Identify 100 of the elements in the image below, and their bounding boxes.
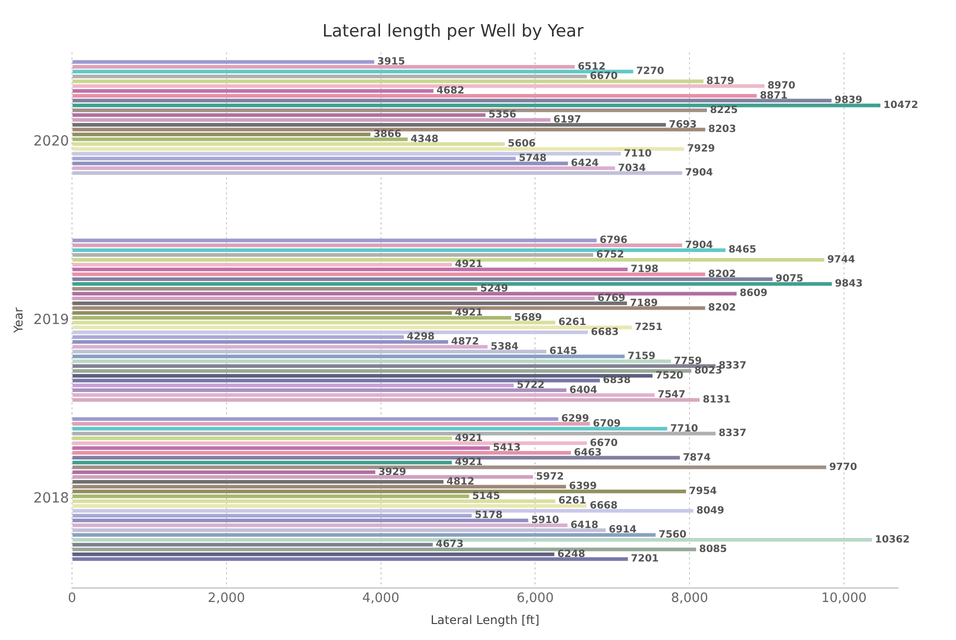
bar xyxy=(72,432,716,436)
data-label: 8179 xyxy=(706,76,734,87)
bar xyxy=(72,306,706,310)
data-label: 10472 xyxy=(883,100,918,112)
bar xyxy=(72,504,587,508)
bar xyxy=(72,514,472,518)
data-label: 6418 xyxy=(570,520,598,531)
bar xyxy=(72,557,628,561)
bar xyxy=(72,282,832,286)
data-label: 7547 xyxy=(658,390,686,401)
data-label: 7560 xyxy=(658,530,686,541)
bar xyxy=(72,480,444,484)
data-label: 4348 xyxy=(410,134,439,145)
bar xyxy=(72,494,470,498)
bar xyxy=(72,292,737,296)
bar xyxy=(72,354,625,358)
data-label: 8202 xyxy=(708,268,736,280)
bar xyxy=(72,533,656,537)
bar xyxy=(72,466,826,470)
bar xyxy=(72,104,880,108)
y-tick-label: 2018 xyxy=(33,490,70,506)
data-label: 7110 xyxy=(624,148,652,160)
bar xyxy=(72,518,528,522)
data-label: 6399 xyxy=(568,481,597,492)
data-label: 7520 xyxy=(656,370,684,382)
data-label: 4921 xyxy=(454,308,483,319)
data-label: 3929 xyxy=(378,466,406,478)
data-label: 5178 xyxy=(474,510,503,522)
x-tick-label: 0 xyxy=(68,591,76,606)
y-tick-label: 2020 xyxy=(33,133,70,150)
bar xyxy=(72,456,680,460)
bar xyxy=(72,398,700,402)
y-axis-title: Year xyxy=(11,307,26,334)
data-label: 7034 xyxy=(618,162,646,174)
data-label: 6261 xyxy=(558,317,586,328)
data-label: 7904 xyxy=(685,168,714,179)
bar xyxy=(72,340,448,344)
data-label: 7904 xyxy=(685,240,714,251)
bar xyxy=(72,98,832,102)
bar xyxy=(72,359,671,364)
data-label: 3866 xyxy=(373,129,402,140)
bar xyxy=(72,436,452,440)
bar xyxy=(72,490,686,494)
data-label: 4921 xyxy=(454,259,483,270)
data-label: 5356 xyxy=(488,110,516,121)
bar xyxy=(72,335,404,339)
data-label: 6145 xyxy=(549,346,578,358)
bar xyxy=(72,470,376,474)
bar xyxy=(72,542,433,546)
data-label: 6248 xyxy=(557,548,586,560)
bar xyxy=(72,528,606,532)
bar xyxy=(72,369,692,373)
data-label: 8871 xyxy=(760,90,788,102)
x-tick-label: 4,000 xyxy=(362,591,400,606)
data-label: 6796 xyxy=(600,235,628,246)
data-label: 4921 xyxy=(454,457,483,468)
x-tick-label: 6,000 xyxy=(516,591,554,606)
data-label: 7693 xyxy=(668,119,697,130)
bar xyxy=(72,316,512,320)
bar xyxy=(72,460,452,464)
data-label: 6424 xyxy=(570,158,599,169)
data-label: 6512 xyxy=(578,61,606,72)
bar xyxy=(72,422,590,426)
bar xyxy=(72,326,632,330)
data-label: 5748 xyxy=(518,153,547,164)
data-label: 9839 xyxy=(834,95,862,106)
data-label: 4298 xyxy=(406,332,435,343)
bar xyxy=(72,132,370,136)
data-label: 7159 xyxy=(628,351,656,362)
bar xyxy=(72,137,408,142)
data-label: 9075 xyxy=(776,274,804,285)
bar xyxy=(72,248,726,252)
bar xyxy=(72,378,600,382)
data-label: 6261 xyxy=(558,496,586,507)
bar xyxy=(72,253,594,257)
bar xyxy=(72,79,704,84)
bar xyxy=(72,166,616,170)
bar xyxy=(72,156,516,160)
data-label: 8049 xyxy=(696,505,724,516)
bar xyxy=(72,70,634,74)
chart-title: Lateral length per Well by Year xyxy=(322,22,584,42)
bar xyxy=(72,238,597,242)
data-label: 8337 xyxy=(718,428,746,440)
data-label: 6197 xyxy=(553,114,582,126)
x-tick-label: 2,000 xyxy=(208,591,246,606)
data-label: 7954 xyxy=(689,486,717,498)
data-label: 8131 xyxy=(702,394,731,406)
data-label: 7201 xyxy=(630,554,659,565)
bar xyxy=(72,262,452,266)
bar xyxy=(72,499,556,503)
data-label: 8203 xyxy=(708,124,736,136)
data-label: 5413 xyxy=(492,442,521,454)
data-label: 7270 xyxy=(636,66,664,78)
data-label: 4921 xyxy=(454,432,483,444)
bar xyxy=(72,142,505,146)
x-axis-title: Lateral Length [ft] xyxy=(430,612,540,627)
bar xyxy=(72,268,628,272)
data-label: 4673 xyxy=(436,539,464,550)
bar xyxy=(72,417,558,421)
data-label: 6670 xyxy=(590,71,618,82)
